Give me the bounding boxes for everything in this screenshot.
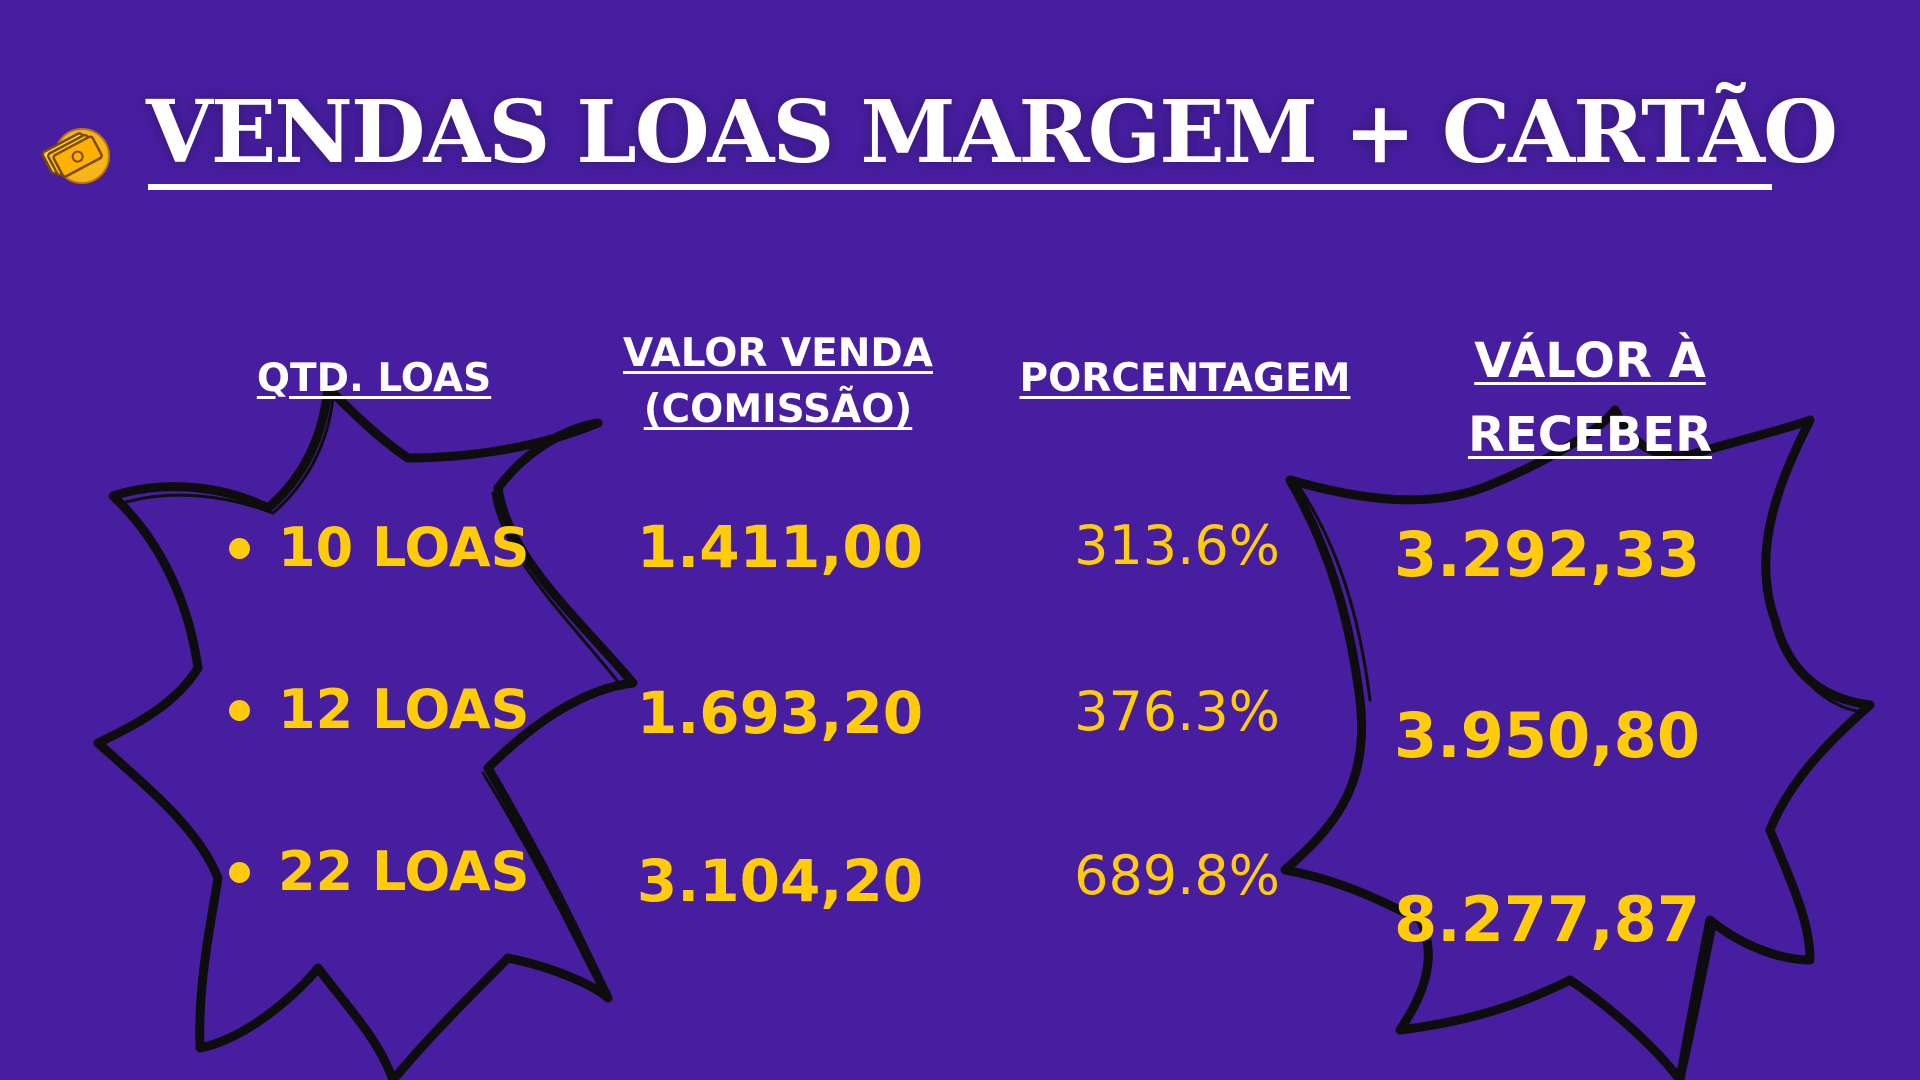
header-valor-receber: VÁLOR À RECEBER (1410, 324, 1770, 472)
money-bills-icon (41, 128, 110, 184)
valor-venda-value: 1.693,20 (636, 679, 924, 747)
qtd-loas-item: 10 LOAS (278, 516, 530, 579)
porcentagem-value: 313.6% (1074, 514, 1280, 577)
header-valor-venda-line1: VALOR VENDA (623, 331, 933, 376)
header-valor-venda-line2: (COMISSÃO) (643, 387, 913, 432)
valor-venda-value: 3.104,20 (636, 847, 924, 915)
porcentagem-value: 689.8% (1074, 844, 1280, 907)
page-title: VENDAS LOAS MARGEM + CARTÃO (146, 82, 1838, 183)
title-underline (148, 184, 1772, 190)
porcentagem-value: 376.3% (1074, 680, 1280, 743)
bullet-dot (229, 862, 250, 883)
qtd-loas-item: 12 LOAS (278, 678, 530, 741)
header-valor-receber-line1: VÁLOR À (1474, 333, 1706, 389)
bullet-dot (229, 700, 250, 721)
qtd-loas-item: 22 LOAS (278, 840, 530, 903)
right-burst-decoration (1280, 405, 1875, 1080)
header-valor-venda: VALOR VENDA (COMISSÃO) (598, 326, 958, 438)
header-porcentagem: PORCENTAGEM (1019, 356, 1351, 401)
valor-receber-value: 3.292,33 (1394, 518, 1700, 591)
valor-venda-value: 1.411,00 (636, 513, 924, 581)
valor-receber-value: 3.950,80 (1394, 699, 1700, 772)
bullet-dot (229, 538, 250, 559)
left-burst-decoration (93, 383, 638, 1080)
header-qtd-loas: QTD. LOAS (256, 356, 492, 401)
header-valor-receber-line2: RECEBER (1467, 407, 1713, 463)
valor-receber-value: 8.277,87 (1394, 883, 1700, 956)
